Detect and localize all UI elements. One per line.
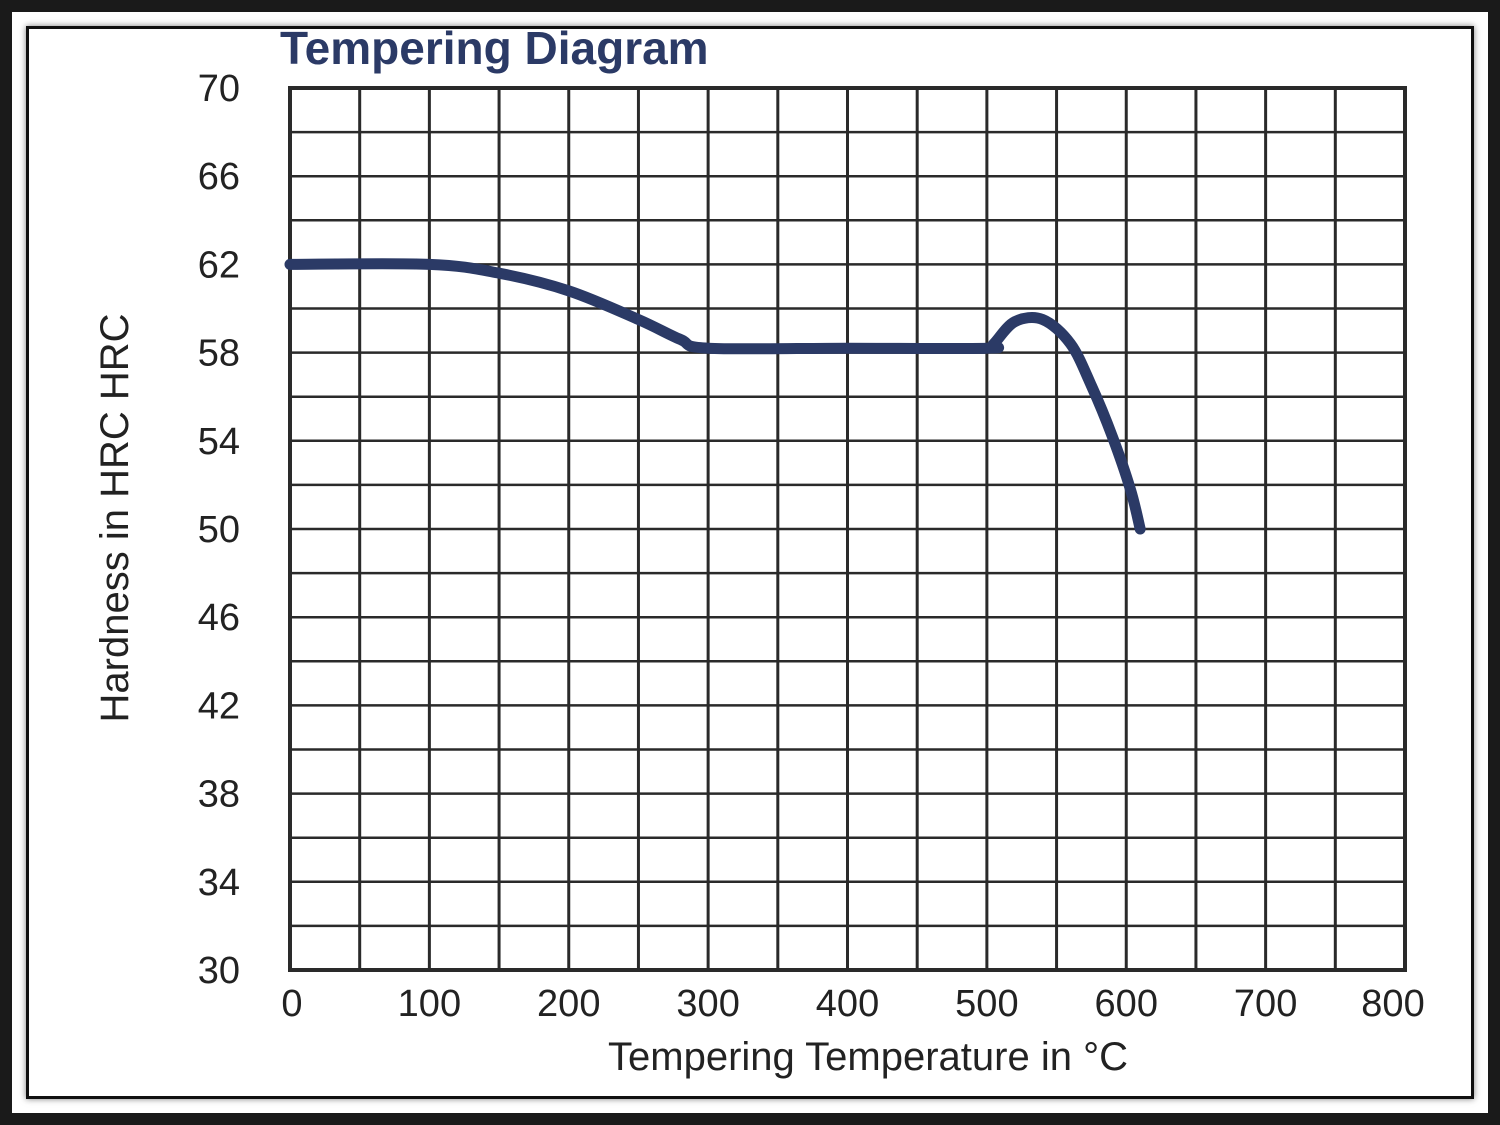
x-axis-label: Tempering Temperature in °C bbox=[608, 1035, 1128, 1079]
chart-title: Tempering Diagram bbox=[280, 22, 709, 74]
series-line bbox=[284, 258, 1146, 535]
y-tick-label: 50 bbox=[198, 509, 240, 551]
y-tick-label: 58 bbox=[198, 333, 240, 375]
x-tick-label: 500 bbox=[955, 983, 1018, 1025]
y-tick-label: 34 bbox=[198, 862, 240, 904]
x-tick-label: 700 bbox=[1234, 983, 1297, 1025]
y-tick-label: 66 bbox=[198, 156, 240, 198]
y-tick-label: 30 bbox=[198, 950, 240, 992]
x-axis-ticks: 0 100 200 300 400 500 600 700 800 bbox=[281, 983, 1424, 1025]
x-tick-label: 800 bbox=[1361, 983, 1424, 1025]
y-axis-ticks: 70 66 62 58 54 50 46 42 38 34 30 bbox=[198, 68, 240, 992]
y-axis-label: Hardness in HRC HRC bbox=[93, 314, 137, 723]
x-tick-label: 0 bbox=[281, 983, 302, 1025]
x-tick-label: 400 bbox=[816, 983, 879, 1025]
x-tick-label: 100 bbox=[398, 983, 461, 1025]
x-tick-label: 600 bbox=[1095, 983, 1158, 1025]
plot-border bbox=[288, 86, 1407, 972]
y-tick-label: 62 bbox=[198, 244, 240, 286]
y-tick-label: 70 bbox=[198, 68, 240, 110]
y-tick-label: 38 bbox=[198, 774, 240, 816]
y-tick-label: 42 bbox=[198, 685, 240, 727]
grid bbox=[288, 86, 1407, 972]
inner-border bbox=[26, 26, 1474, 1099]
x-tick-label: 200 bbox=[537, 983, 600, 1025]
x-tick-label: 300 bbox=[676, 983, 739, 1025]
y-tick-label: 54 bbox=[198, 421, 240, 463]
y-tick-label: 46 bbox=[198, 597, 240, 639]
